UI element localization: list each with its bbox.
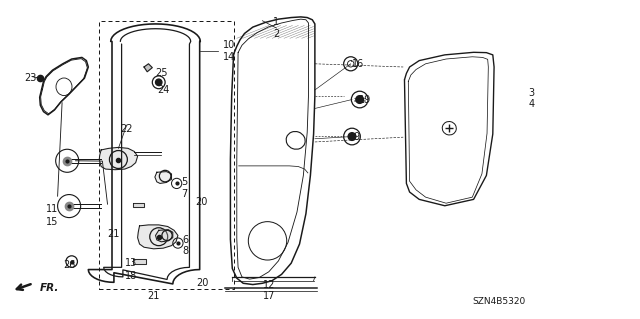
Text: 23: 23 <box>24 73 37 83</box>
Polygon shape <box>133 259 146 264</box>
Polygon shape <box>138 225 178 249</box>
Text: 20: 20 <box>195 197 208 207</box>
Text: 16: 16 <box>352 59 365 69</box>
Text: 20: 20 <box>196 278 209 288</box>
Text: 21: 21 <box>108 228 120 239</box>
Circle shape <box>156 79 162 85</box>
Text: 25: 25 <box>156 68 168 78</box>
Circle shape <box>356 96 364 103</box>
Text: 2: 2 <box>273 29 280 39</box>
Text: 4: 4 <box>528 99 534 109</box>
Circle shape <box>348 133 356 140</box>
Polygon shape <box>144 64 152 72</box>
Text: SZN4B5320: SZN4B5320 <box>472 297 526 306</box>
Text: 15: 15 <box>46 217 59 227</box>
Text: 21: 21 <box>147 291 160 301</box>
Text: 19: 19 <box>358 95 371 106</box>
Text: 7: 7 <box>181 189 188 199</box>
Text: 24: 24 <box>157 85 170 95</box>
Polygon shape <box>156 230 173 242</box>
Bar <box>99 21 234 289</box>
Polygon shape <box>133 203 144 207</box>
Text: 10: 10 <box>223 40 236 50</box>
Text: 17: 17 <box>262 291 275 301</box>
Text: 1: 1 <box>273 17 280 27</box>
Text: 18: 18 <box>125 271 138 281</box>
Polygon shape <box>99 147 138 170</box>
Text: 13: 13 <box>125 258 138 268</box>
Text: 14: 14 <box>223 52 236 63</box>
Text: 9: 9 <box>353 132 360 142</box>
Text: 5: 5 <box>181 177 188 187</box>
Text: 22: 22 <box>120 124 133 134</box>
Text: 26: 26 <box>63 260 76 271</box>
Text: 6: 6 <box>182 235 189 245</box>
Text: 8: 8 <box>182 246 189 256</box>
Text: 3: 3 <box>528 87 534 98</box>
Polygon shape <box>155 172 172 183</box>
Text: 12: 12 <box>262 279 275 290</box>
Text: FR.: FR. <box>40 283 59 293</box>
Text: 11: 11 <box>46 204 59 214</box>
